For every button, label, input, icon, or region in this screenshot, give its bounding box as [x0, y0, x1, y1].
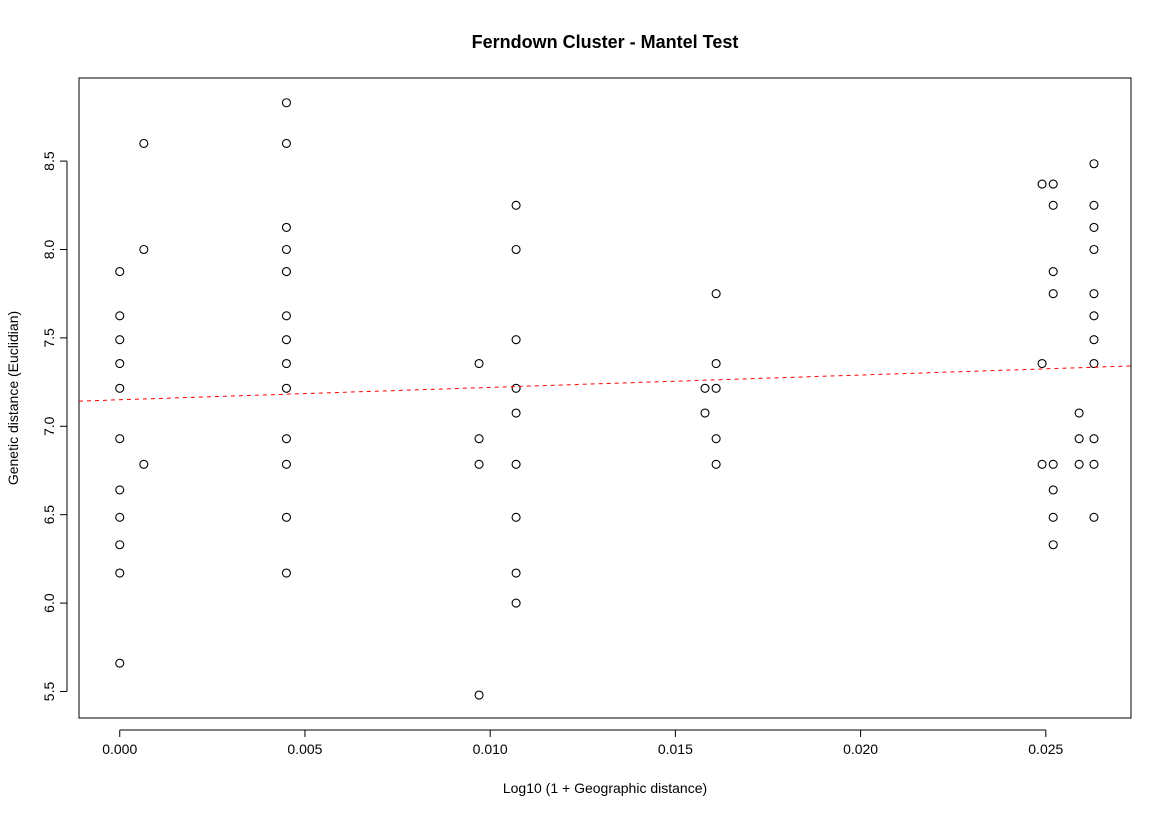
y-tick-label: 6.5	[41, 505, 57, 525]
data-point	[1048, 540, 1058, 550]
data-point	[511, 568, 521, 578]
x-tick-label: 0.000	[102, 741, 137, 757]
data-point	[281, 222, 291, 232]
data-point	[511, 512, 521, 522]
y-axis: 5.5 6.0 6.5 7.0 7.5 8.0 8.5	[41, 151, 68, 702]
data-point	[711, 289, 721, 299]
data-point	[711, 383, 721, 393]
data-point	[711, 434, 721, 444]
data-point	[115, 335, 125, 345]
data-point	[115, 434, 125, 444]
data-point	[115, 267, 125, 277]
data-point	[281, 98, 291, 108]
data-point	[700, 383, 710, 393]
data-point	[115, 358, 125, 369]
data-point	[1089, 244, 1099, 255]
data-point	[1089, 512, 1099, 522]
plot-frame	[78, 77, 1132, 719]
data-point	[1074, 434, 1084, 444]
data-point	[281, 244, 291, 255]
data-point	[281, 311, 291, 321]
x-axis: 0.000 0.005 0.010 0.015 0.020 0.025	[102, 729, 1064, 757]
data-point	[1048, 200, 1058, 210]
y-tick-label: 8.0	[41, 240, 57, 260]
data-point	[1089, 358, 1099, 369]
data-point	[511, 459, 521, 469]
y-tick-label: 7.5	[41, 328, 57, 348]
data-point	[1089, 434, 1099, 444]
data-point	[115, 311, 125, 321]
data-point	[115, 568, 125, 578]
data-point	[711, 358, 721, 369]
data-point	[1089, 200, 1099, 210]
data-point	[711, 459, 721, 469]
y-tick-label: 6.0	[41, 593, 57, 613]
data-point	[1074, 459, 1084, 469]
data-point	[1089, 311, 1099, 321]
y-tick-label: 7.0	[41, 416, 57, 436]
data-point	[139, 138, 149, 148]
data-point	[1048, 485, 1058, 495]
data-point	[1089, 459, 1099, 469]
data-point	[1037, 358, 1047, 369]
data-point	[115, 383, 125, 393]
x-tick-label: 0.010	[473, 741, 508, 757]
data-point	[281, 434, 291, 444]
data-point	[1089, 335, 1099, 345]
data-point	[700, 408, 710, 418]
data-point	[281, 358, 291, 369]
data-points	[115, 98, 1099, 700]
data-point	[1089, 159, 1099, 169]
data-point	[139, 244, 149, 255]
data-point	[474, 459, 484, 469]
data-point	[1089, 289, 1099, 299]
data-point	[1048, 179, 1058, 189]
data-point	[115, 658, 125, 668]
data-point	[1089, 222, 1099, 232]
data-point	[511, 383, 521, 393]
data-point	[281, 335, 291, 345]
data-point	[511, 244, 521, 255]
data-point	[281, 138, 291, 148]
data-point	[139, 459, 149, 469]
data-point	[115, 485, 125, 495]
data-point	[1048, 459, 1058, 469]
data-point	[474, 690, 484, 700]
data-point	[281, 459, 291, 469]
x-tick-label: 0.025	[1028, 741, 1063, 757]
data-point	[1037, 179, 1047, 189]
data-point	[474, 358, 484, 369]
data-point	[281, 512, 291, 522]
data-point	[115, 540, 125, 550]
y-tick-label: 5.5	[41, 682, 57, 702]
y-tick-label: 8.5	[41, 151, 57, 171]
y-axis-label: Genetic distance (Euclidian)	[5, 311, 21, 485]
data-point	[1074, 408, 1084, 418]
regression-trend-line	[78, 365, 1132, 402]
data-point	[474, 434, 484, 444]
data-point	[1048, 512, 1058, 522]
data-point	[511, 335, 521, 345]
data-point	[511, 598, 521, 608]
data-point	[281, 383, 291, 393]
x-tick-label: 0.015	[658, 741, 693, 757]
data-point	[1048, 267, 1058, 277]
data-point	[281, 267, 291, 277]
chart-title: Ferndown Cluster - Mantel Test	[472, 32, 739, 52]
data-point	[1037, 459, 1047, 469]
x-axis-label: Log10 (1 + Geographic distance)	[503, 780, 707, 796]
data-point	[511, 200, 521, 210]
data-point	[115, 512, 125, 522]
x-tick-label: 0.005	[287, 741, 322, 757]
data-point	[1048, 289, 1058, 299]
data-point	[511, 408, 521, 418]
data-point	[281, 568, 291, 578]
x-tick-label: 0.020	[843, 741, 878, 757]
